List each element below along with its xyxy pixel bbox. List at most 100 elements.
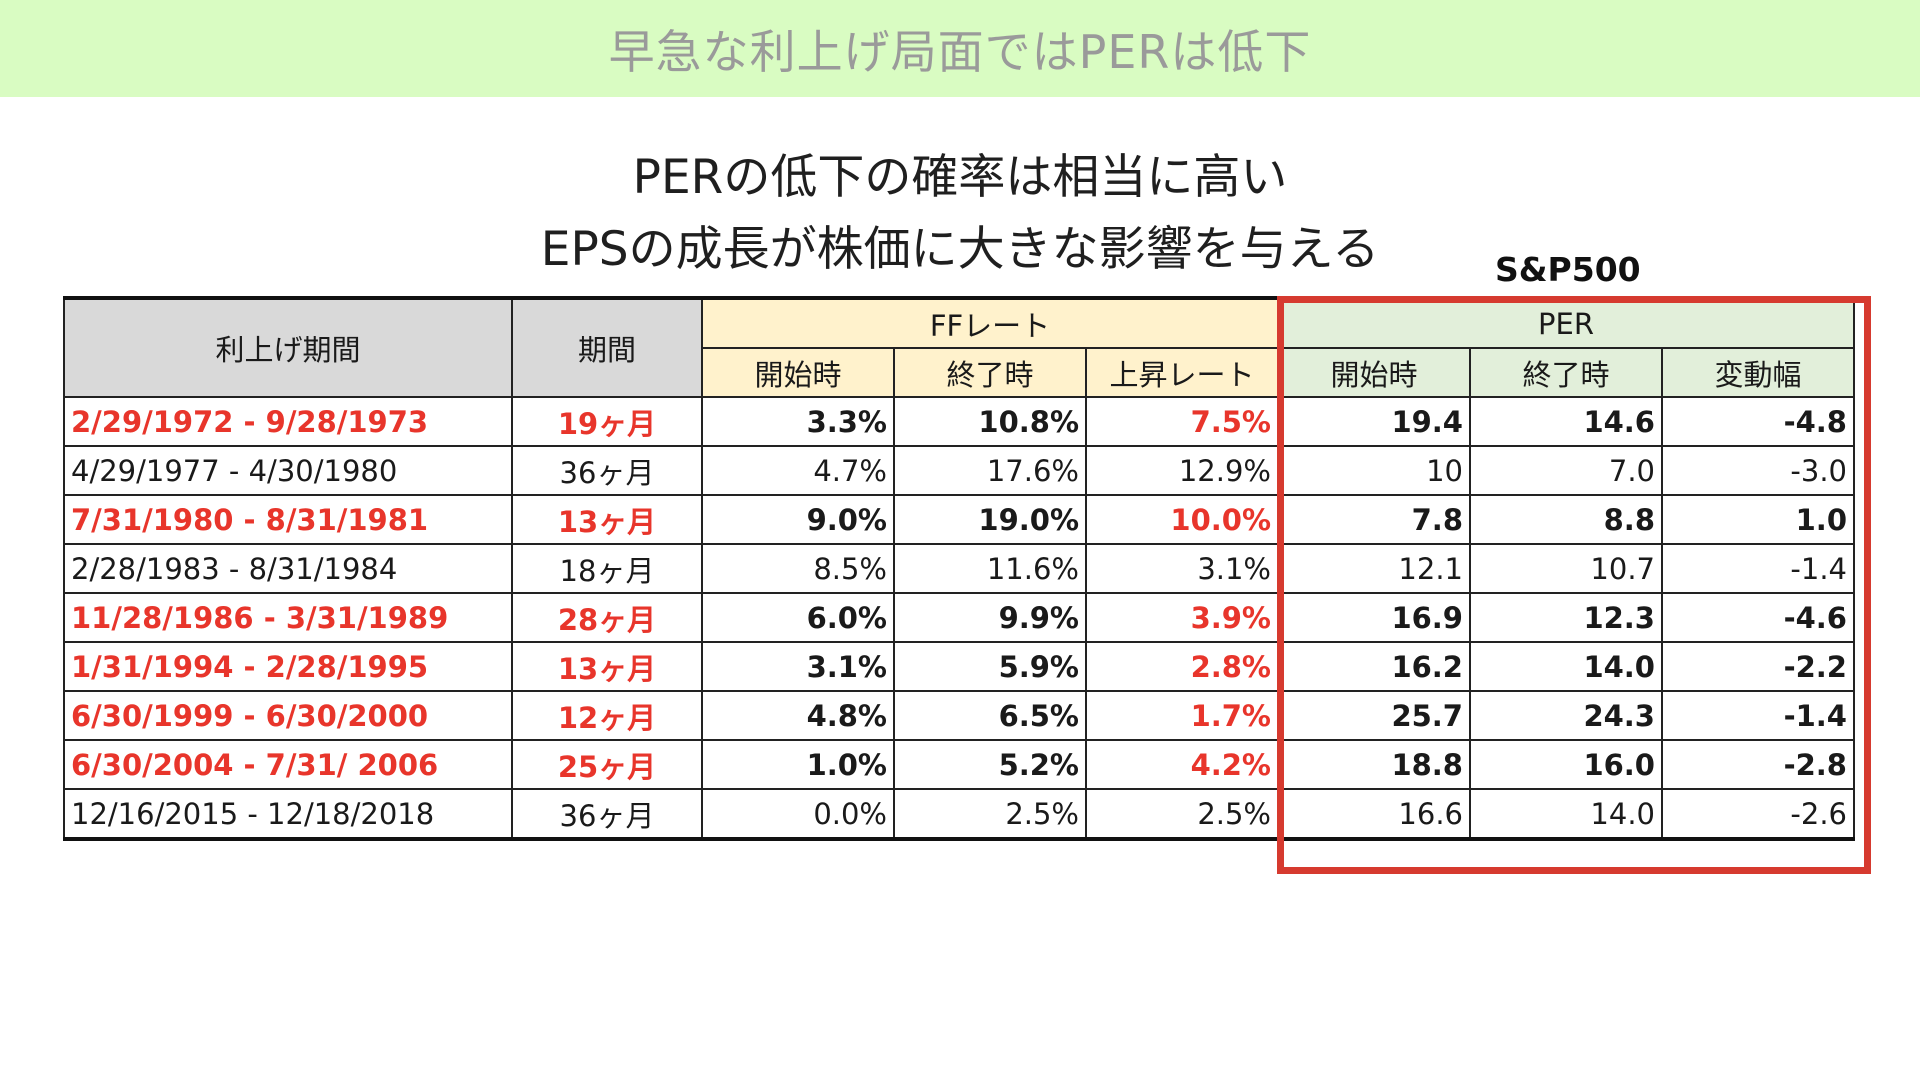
cell-ff-start: 3.3%: [701, 396, 895, 447]
cell-per-change: -3.0: [1661, 445, 1855, 496]
table-header-row-1: 利上げ期間 期間 FFレート PER: [63, 297, 1855, 398]
cell-ff-start: 4.8%: [701, 690, 895, 741]
cell-ff-rise: 3.9%: [1085, 592, 1279, 643]
cell-ff-end: 9.9%: [893, 592, 1087, 643]
table-row: 6/30/1999 - 6/30/2000 12ヶ月 4.8% 6.5% 1.7% 25.…: [63, 690, 1855, 741]
cell-duration: 28ヶ月: [511, 592, 703, 643]
header-ff-end: 終了時: [893, 347, 1087, 398]
cell-ff-start: 3.1%: [701, 641, 895, 692]
header-per: PER: [1277, 297, 1855, 349]
table-row: 11/28/1986 - 3/31/1989 28ヶ月 6.0% 9.9% 3.9% 16…: [63, 592, 1855, 643]
cell-ff-rise: 4.2%: [1085, 739, 1279, 790]
cell-ff-start: 4.7%: [701, 445, 895, 496]
cell-period: 1/31/1994 - 2/28/1995: [63, 641, 513, 692]
cell-per-start: 16.2: [1277, 641, 1471, 692]
cell-period: 7/31/1980 - 8/31/1981: [63, 494, 513, 545]
cell-per-change: -2.6: [1661, 788, 1855, 840]
cell-ff-rise: 2.8%: [1085, 641, 1279, 692]
cell-period: 6/30/1999 - 6/30/2000: [63, 690, 513, 741]
table-header-row-2: 開始時 終了時 上昇レート 開始時 終了時 変動幅: [64, 347, 1855, 398]
cell-duration: 25ヶ月: [511, 739, 703, 790]
cell-ff-end: 19.0%: [893, 494, 1087, 545]
cell-period: 12/16/2015 - 12/18/2018: [63, 788, 513, 840]
cell-per-end: 7.0: [1469, 445, 1663, 496]
cell-per-end: 14.0: [1469, 641, 1663, 692]
cell-duration: 13ヶ月: [511, 494, 703, 545]
cell-per-change: -1.4: [1661, 690, 1855, 741]
cell-ff-start: 6.0%: [701, 592, 895, 643]
cell-per-change: 1.0: [1661, 494, 1855, 545]
cell-per-end: 14.6: [1469, 396, 1663, 447]
header-per-end: 終了時: [1469, 347, 1663, 398]
cell-per-end: 10.7: [1469, 543, 1663, 594]
cell-duration: 36ヶ月: [511, 445, 703, 496]
cell-period: 2/28/1983 - 8/31/1984: [63, 543, 513, 594]
page-banner: 早急な利上げ局面ではPERは低下: [0, 0, 1920, 97]
table-row: 2/29/1972 - 9/28/1973 19ヶ月 3.3% 10.8% 7.5% 19…: [63, 396, 1855, 447]
header-ff-start: 開始時: [701, 347, 895, 398]
cell-per-end: 8.8: [1469, 494, 1663, 545]
cell-ff-rise: 2.5%: [1085, 788, 1279, 840]
table-row: 6/30/2004 - 7/31/ 2006 25ヶ月 1.0% 5.2% 4.2% 18…: [63, 739, 1855, 790]
cell-per-start: 16.9: [1277, 592, 1471, 643]
cell-ff-rise: 12.9%: [1085, 445, 1279, 496]
cell-per-end: 24.3: [1469, 690, 1663, 741]
cell-per-start: 10: [1277, 445, 1471, 496]
cell-ff-end: 17.6%: [893, 445, 1087, 496]
header-per-change: 変動幅: [1661, 347, 1855, 398]
rate-hike-table: 利上げ期間 期間 FFレート PER 開始時 終了時 上昇レート 開始時 終了時…: [63, 296, 1855, 841]
cell-per-end: 16.0: [1469, 739, 1663, 790]
cell-per-start: 19.4: [1277, 396, 1471, 447]
cell-ff-start: 8.5%: [701, 543, 895, 594]
cell-ff-rise: 10.0%: [1085, 494, 1279, 545]
cell-ff-end: 5.2%: [893, 739, 1087, 790]
cell-duration: 18ヶ月: [511, 543, 703, 594]
cell-ff-start: 1.0%: [701, 739, 895, 790]
cell-per-change: -4.6: [1661, 592, 1855, 643]
header-ff-rise: 上昇レート: [1085, 347, 1279, 398]
table-row: 4/29/1977 - 4/30/1980 36ヶ月 4.7% 17.6% 12.9% 1…: [63, 445, 1855, 496]
header-per-start: 開始時: [1277, 347, 1471, 398]
cell-ff-end: 10.8%: [893, 396, 1087, 447]
cell-per-change: -1.4: [1661, 543, 1855, 594]
table-row: 2/28/1983 - 8/31/1984 18ヶ月 8.5% 11.6% 3.1% 12…: [63, 543, 1855, 594]
cell-duration: 36ヶ月: [511, 788, 703, 840]
table-row: 1/31/1994 - 2/28/1995 13ヶ月 3.1% 5.9% 2.8% 16.…: [63, 641, 1855, 692]
cell-per-change: -2.8: [1661, 739, 1855, 790]
header-duration: 期間: [511, 297, 703, 398]
table-body: 2/29/1972 - 9/28/1973 19ヶ月 3.3% 10.8% 7.5% 19…: [63, 396, 1855, 840]
cell-period: 2/29/1972 - 9/28/1973: [63, 396, 513, 447]
subtitle-line-2: EPSの成長が株価に大きな影響を与える: [540, 222, 1380, 277]
cell-per-start: 12.1: [1277, 543, 1471, 594]
header-period-range: 利上げ期間: [63, 297, 513, 398]
cell-duration: 13ヶ月: [511, 641, 703, 692]
cell-per-start: 16.6: [1277, 788, 1471, 840]
cell-ff-rise: 3.1%: [1085, 543, 1279, 594]
cell-per-end: 14.0: [1469, 788, 1663, 840]
cell-period: 4/29/1977 - 4/30/1980: [63, 445, 513, 496]
cell-ff-end: 6.5%: [893, 690, 1087, 741]
table-row: 12/16/2015 - 12/18/2018 36ヶ月 0.0% 2.5% 2.5% 1…: [63, 788, 1855, 840]
cell-per-change: -4.8: [1661, 396, 1855, 447]
cell-duration: 19ヶ月: [511, 396, 703, 447]
sp500-label: S&P500: [1495, 250, 1641, 289]
cell-duration: 12ヶ月: [511, 690, 703, 741]
cell-period: 6/30/2004 - 7/31/ 2006: [63, 739, 513, 790]
cell-ff-rise: 1.7%: [1085, 690, 1279, 741]
cell-per-start: 25.7: [1277, 690, 1471, 741]
cell-per-start: 18.8: [1277, 739, 1471, 790]
cell-per-end: 12.3: [1469, 592, 1663, 643]
cell-ff-start: 0.0%: [701, 788, 895, 840]
subtitle-line-1: PERの低下の確率は相当に高い: [632, 150, 1288, 205]
cell-ff-end: 5.9%: [893, 641, 1087, 692]
cell-ff-start: 9.0%: [701, 494, 895, 545]
cell-ff-end: 11.6%: [893, 543, 1087, 594]
cell-ff-rise: 7.5%: [1085, 396, 1279, 447]
table-row: 7/31/1980 - 8/31/1981 13ヶ月 9.0% 19.0% 10.0% 7…: [63, 494, 1855, 545]
cell-per-start: 7.8: [1277, 494, 1471, 545]
cell-period: 11/28/1986 - 3/31/1989: [63, 592, 513, 643]
cell-ff-end: 2.5%: [893, 788, 1087, 840]
cell-per-change: -2.2: [1661, 641, 1855, 692]
banner-title: 早急な利上げ局面ではPERは低下: [608, 24, 1312, 79]
header-ff-rate: FFレート: [701, 297, 1279, 349]
